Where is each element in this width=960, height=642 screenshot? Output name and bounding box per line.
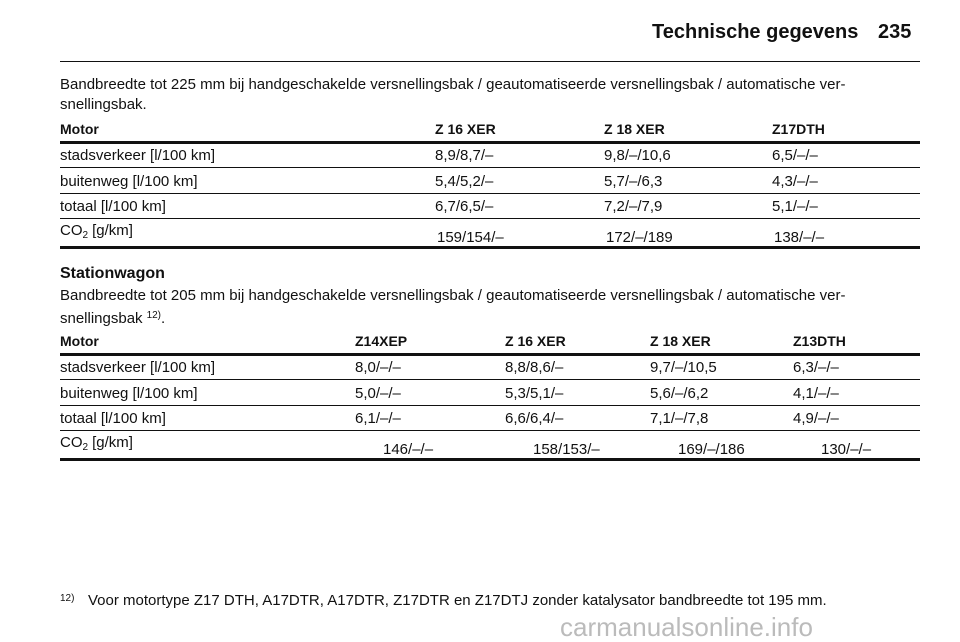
intro-line: snellingsbak 12).	[60, 307, 165, 328]
header-rule	[60, 61, 920, 62]
intro-text: Bandbreedte tot 225 mm bij handgeschakel…	[60, 76, 846, 93]
table-rule	[60, 192, 920, 194]
intro-line: Bandbreedte tot 225 mm bij handgeschakel…	[60, 76, 845, 94]
table-cell: 138/–/–	[774, 229, 825, 246]
table-rule-thick	[60, 246, 920, 249]
column-header: Z 16 XER	[505, 333, 566, 349]
table-cell: 172/–/189	[606, 229, 673, 246]
intro-end: .	[161, 310, 166, 327]
page-number: 235	[878, 21, 912, 43]
column-header: Z17DTH	[772, 121, 825, 137]
row-label: stadsverkeer [l/100 km]	[60, 359, 216, 376]
co2-sub: 2	[82, 230, 89, 241]
table-rule	[60, 379, 920, 380]
table-cell: 5,6/–/6,2	[650, 384, 709, 402]
table-rule	[60, 404, 920, 406]
co2-sub: 2	[82, 442, 89, 453]
table-cell: 6,3/–/–	[793, 359, 839, 376]
intro-text: snellingsbak.	[60, 96, 147, 113]
column-header: Z13DTH	[793, 333, 846, 349]
table-cell: 5,1/–/–	[772, 198, 818, 215]
footnote-mark: 12)	[60, 593, 75, 604]
table-cell: 5,7/–/6,3	[604, 172, 663, 190]
co2-unit: [g/km]	[92, 222, 133, 239]
table-cell: 4,1/–/–	[793, 384, 839, 402]
table-cell: 146/–/–	[383, 441, 434, 458]
table-cell: 8,0/–/–	[355, 359, 401, 376]
table-cell: 9,7/–/10,5	[650, 359, 717, 376]
row-label: stadsverkeer [l/100 km]	[60, 147, 216, 164]
table-cell: 130/–/–	[821, 441, 872, 458]
co2-unit: [g/km]	[92, 434, 133, 451]
table-cell: 5,4/5,2/–	[435, 172, 494, 190]
table-cell: 169/–/186	[678, 441, 745, 458]
table-cell: 5,0/–/–	[355, 384, 401, 402]
table-cell: 4,9/–/–	[793, 410, 839, 427]
table-cell: 9,8/–/10,6	[604, 147, 671, 164]
table-cell: 159/154/–	[437, 229, 504, 246]
row-label: CO2 [g/km]	[60, 222, 133, 245]
table-rule	[60, 430, 920, 431]
intro-line: snellingsbak.	[60, 96, 147, 114]
column-header: Z14XEP	[355, 333, 408, 349]
table-cell: 6,1/–/–	[355, 410, 401, 427]
table-cell: 4,3/–/–	[772, 172, 818, 190]
table-rule	[60, 167, 920, 168]
column-header: Motor	[60, 333, 99, 349]
note-ref: 12)	[146, 310, 162, 321]
row-label: CO2 [g/km]	[60, 434, 133, 457]
co2-label: CO	[60, 434, 83, 451]
row-label: buitenweg [l/100 km]	[60, 172, 198, 190]
co2-label: CO	[60, 222, 83, 239]
table-cell: 6,6/6,4/–	[505, 410, 564, 427]
intro-line: Bandbreedte tot 205 mm bij handgeschakel…	[60, 287, 845, 305]
section-heading: Stationwagon	[60, 265, 165, 282]
table-cell: 158/153/–	[533, 441, 600, 458]
table-cell: 7,1/–/7,8	[650, 410, 709, 427]
header-title: Technische gegevens	[652, 21, 859, 43]
row-label: totaal [l/100 km]	[60, 198, 166, 215]
row-label: totaal [l/100 km]	[60, 410, 166, 427]
row-label: buitenweg [l/100 km]	[60, 384, 198, 402]
table-cell: 8,8/8,6/–	[505, 359, 564, 376]
intro-text: Bandbreedte tot 205 mm bij handgeschakel…	[60, 287, 846, 304]
column-header: Motor	[60, 121, 99, 137]
table-rule-thick	[60, 141, 920, 144]
table-rule	[60, 218, 920, 219]
table-rule-thick	[60, 458, 920, 461]
column-header: Z 18 XER	[650, 333, 711, 349]
column-header: Z 16 XER	[435, 121, 496, 137]
table-cell: 8,9/8,7/–	[435, 147, 494, 164]
table-rule-thick	[60, 353, 920, 356]
table-cell: 7,2/–/7,9	[604, 198, 663, 215]
footnote-text: Voor motortype Z17 DTH, A17DTR, A17DTR, …	[88, 592, 827, 609]
table-cell: 6,5/–/–	[772, 147, 818, 164]
watermark: carmanualsonline.info	[560, 612, 813, 642]
intro-text: snellingsbak	[60, 310, 143, 327]
table-cell: 5,3/5,1/–	[505, 384, 564, 402]
table-cell: 6,7/6,5/–	[435, 198, 494, 215]
column-header: Z 18 XER	[604, 121, 665, 137]
